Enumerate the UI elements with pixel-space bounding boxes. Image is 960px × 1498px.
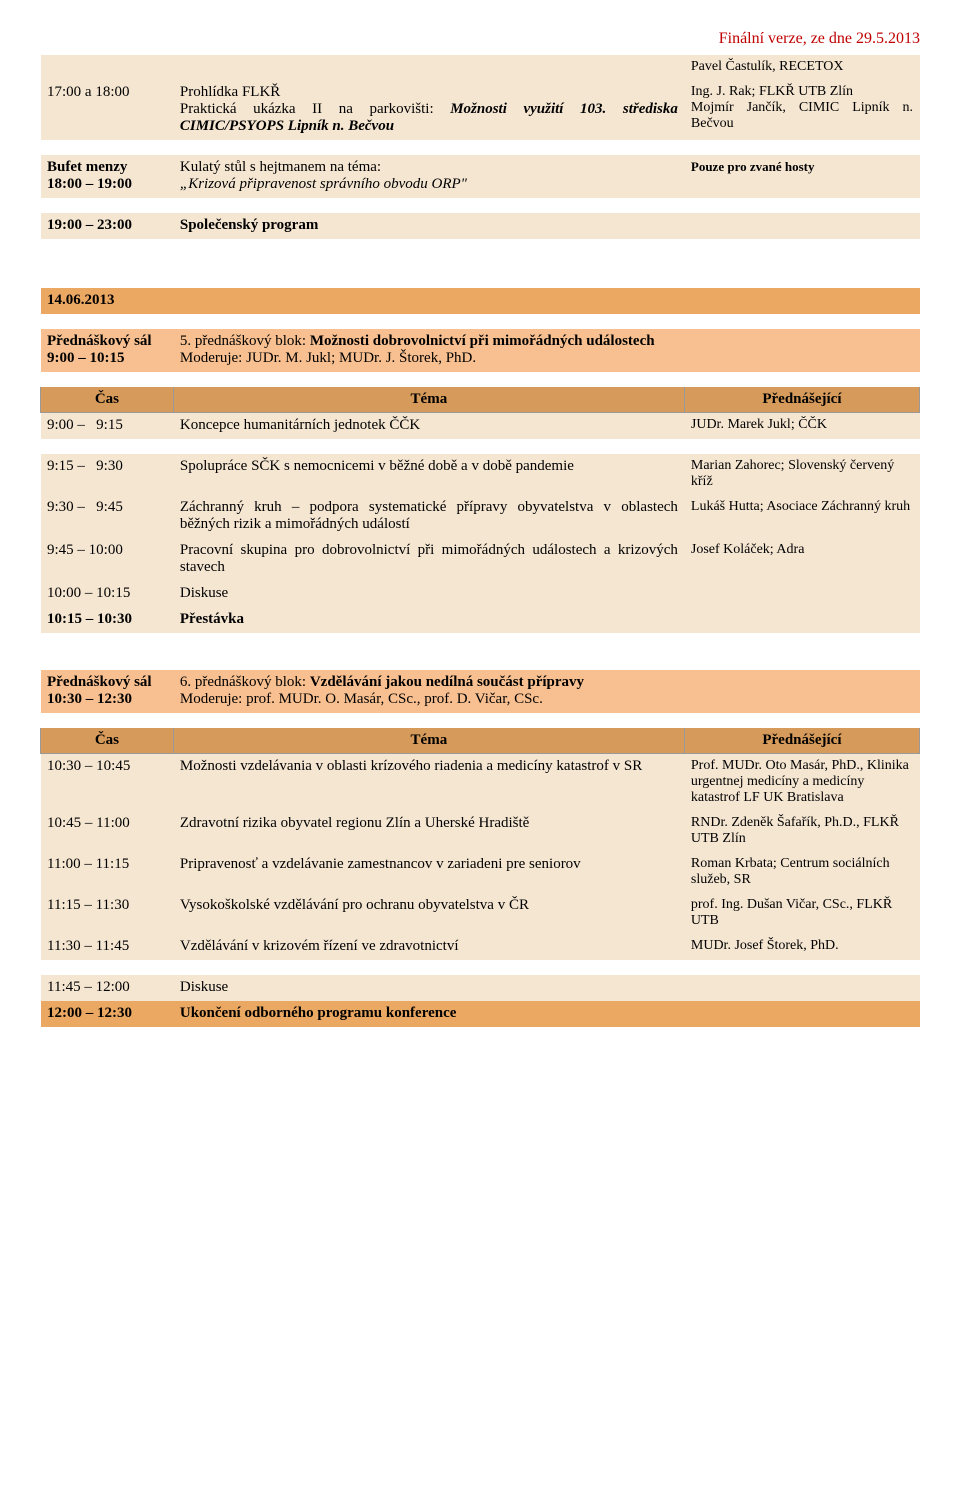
time-cell: 10:00 – 10:15 bbox=[41, 581, 174, 607]
table-row: 17:00 a 18:00 Prohlídka FLKŘ Praktická u… bbox=[41, 80, 920, 140]
break-row: 10:15 – 10:30 Přestávka bbox=[41, 607, 920, 633]
speaker-cell: JUDr. Marek Jukl; ČČK bbox=[684, 413, 919, 439]
date-cell: 14.06.2013 bbox=[41, 288, 920, 314]
speaker-cell: Prof. MUDr. Oto Masár, PhD., Klinika urg… bbox=[684, 754, 919, 811]
time-cell: 9:45 – 10:00 bbox=[41, 538, 174, 581]
table-row: Bufet menzy 18:00 – 19:00 Kulatý stůl s … bbox=[41, 155, 920, 198]
table-row: 9:00 – 9:15 Koncepce humanitárních jedno… bbox=[41, 413, 920, 439]
topic-cell: Diskuse bbox=[173, 975, 684, 1001]
col-topic-header: Téma bbox=[173, 728, 684, 754]
time-cell: 19:00 – 23:00 bbox=[41, 213, 174, 239]
page-header-version: Finální verze, ze dne 29.5.2013 bbox=[40, 30, 920, 48]
topic-cell: Diskuse bbox=[173, 581, 684, 607]
table-row: 11:00 – 11:15 Pripravenosť a vzdelávanie… bbox=[41, 852, 920, 893]
session-row: Přednáškový sál 9:00 – 10:15 5. přednášk… bbox=[41, 329, 920, 372]
speaker-cell: Ing. J. Rak; FLKŘ UTB Zlín Mojmír Jančík… bbox=[684, 80, 919, 140]
topic-cell: Vysokoškolské vzdělávání pro ochranu oby… bbox=[173, 893, 684, 934]
table-row: 11:45 – 12:00 Diskuse bbox=[41, 975, 920, 1001]
time-cell: Bufet menzy 18:00 – 19:00 bbox=[41, 155, 174, 198]
column-header-row: Čas Téma Přednášející bbox=[41, 387, 920, 413]
topic-cell: Přestávka bbox=[173, 607, 684, 633]
session-topic-cell: 5. přednáškový blok: Možnosti dobrovolni… bbox=[173, 329, 919, 372]
speaker-cell: Roman Krbata; Centrum sociálních služeb,… bbox=[684, 852, 919, 893]
col-time-header: Čas bbox=[41, 728, 174, 754]
session-label-cell: Přednáškový sál 9:00 – 10:15 bbox=[41, 329, 174, 372]
speaker-cell: prof. Ing. Dušan Vičar, CSc., FLKŘ UTB bbox=[684, 893, 919, 934]
column-header-row: Čas Téma Přednášející bbox=[41, 728, 920, 754]
col-topic-header: Téma bbox=[173, 387, 684, 413]
time-cell: 9:15 – 9:30 bbox=[41, 454, 174, 495]
topic-cell: Pracovní skupina pro dobrovolnictví při … bbox=[173, 538, 684, 581]
topic-cell: Zdravotní rizika obyvatel regionu Zlín a… bbox=[173, 811, 684, 852]
table-row: 10:30 – 10:45 Možnosti vzdelávania v obl… bbox=[41, 754, 920, 811]
table-row: 9:45 – 10:00 Pracovní skupina pro dobrov… bbox=[41, 538, 920, 581]
speaker-cell: Lukáš Hutta; Asociace Záchranný kruh bbox=[684, 495, 919, 538]
speaker-cell: Josef Koláček; Adra bbox=[684, 538, 919, 581]
time-cell: 11:15 – 11:30 bbox=[41, 893, 174, 934]
time-cell: 17:00 a 18:00 bbox=[41, 80, 174, 140]
speaker-cell: Marian Zahorec; Slovenský červený kříž bbox=[684, 454, 919, 495]
topic-cell: Pripravenosť a vzdelávanie zamestnancov … bbox=[173, 852, 684, 893]
col-time-header: Čas bbox=[41, 387, 174, 413]
time-cell: 12:00 – 12:30 bbox=[41, 1001, 174, 1027]
time-cell: 11:00 – 11:15 bbox=[41, 852, 174, 893]
col-speaker-header: Přednášející bbox=[684, 728, 919, 754]
topic-cell: Prohlídka FLKŘ Praktická ukázka II na pa… bbox=[173, 80, 684, 140]
speaker-cell: MUDr. Josef Štorek, PhD. bbox=[684, 934, 919, 960]
topic-cell: Spolupráce SČK s nemocnicemi v běžné dob… bbox=[173, 454, 684, 495]
time-cell: 11:45 – 12:00 bbox=[41, 975, 174, 1001]
time-cell: 11:30 – 11:45 bbox=[41, 934, 174, 960]
topic-cell: Záchranný kruh – podpora systematické př… bbox=[173, 495, 684, 538]
speaker-cell: Pavel Častulík, RECETOX bbox=[684, 55, 919, 80]
date-row: 14.06.2013 bbox=[41, 288, 920, 314]
session-topic-cell: 6. přednáškový blok: Vzdělávání jakou ne… bbox=[173, 670, 919, 713]
topic-cell: Vzdělávání v krizovém řízení ve zdravotn… bbox=[173, 934, 684, 960]
table-row: 9:30 – 9:45 Záchranný kruh – podpora sys… bbox=[41, 495, 920, 538]
topic-cell: Ukončení odborného programu konference bbox=[173, 1001, 919, 1027]
topic-cell: Možnosti vzdelávania v oblasti krízového… bbox=[173, 754, 684, 811]
speaker-cell: Pouze pro zvané hosty bbox=[684, 155, 919, 198]
table-row: Pavel Častulík, RECETOX bbox=[41, 55, 920, 80]
topic-cell: Společenský program bbox=[173, 213, 684, 239]
time-cell: 9:00 – 9:15 bbox=[41, 413, 174, 439]
time-cell: 9:30 – 9:45 bbox=[41, 495, 174, 538]
schedule-table: Pavel Častulík, RECETOX 17:00 a 18:00 Pr… bbox=[40, 54, 920, 1027]
session-label-cell: Přednáškový sál 10:30 – 12:30 bbox=[41, 670, 174, 713]
table-row: 10:45 – 11:00 Zdravotní rizika obyvatel … bbox=[41, 811, 920, 852]
table-row: 19:00 – 23:00 Společenský program bbox=[41, 213, 920, 239]
topic-cell: Koncepce humanitárních jednotek ČČK bbox=[173, 413, 684, 439]
topic-cell: Kulatý stůl s hejtmanem na téma: „Krizov… bbox=[173, 155, 684, 198]
table-row: 11:15 – 11:30 Vysokoškolské vzdělávání p… bbox=[41, 893, 920, 934]
table-row: 10:00 – 10:15 Diskuse bbox=[41, 581, 920, 607]
speaker-cell: RNDr. Zdeněk Šafařík, Ph.D., FLKŘ UTB Zl… bbox=[684, 811, 919, 852]
end-row: 12:00 – 12:30 Ukončení odborného program… bbox=[41, 1001, 920, 1027]
table-row: 9:15 – 9:30 Spolupráce SČK s nemocnicemi… bbox=[41, 454, 920, 495]
col-speaker-header: Přednášející bbox=[684, 387, 919, 413]
time-cell: 10:45 – 11:00 bbox=[41, 811, 174, 852]
time-cell: 10:30 – 10:45 bbox=[41, 754, 174, 811]
time-cell: 10:15 – 10:30 bbox=[41, 607, 174, 633]
table-row: 11:30 – 11:45 Vzdělávání v krizovém říze… bbox=[41, 934, 920, 960]
session-row: Přednáškový sál 10:30 – 12:30 6. přednáš… bbox=[41, 670, 920, 713]
